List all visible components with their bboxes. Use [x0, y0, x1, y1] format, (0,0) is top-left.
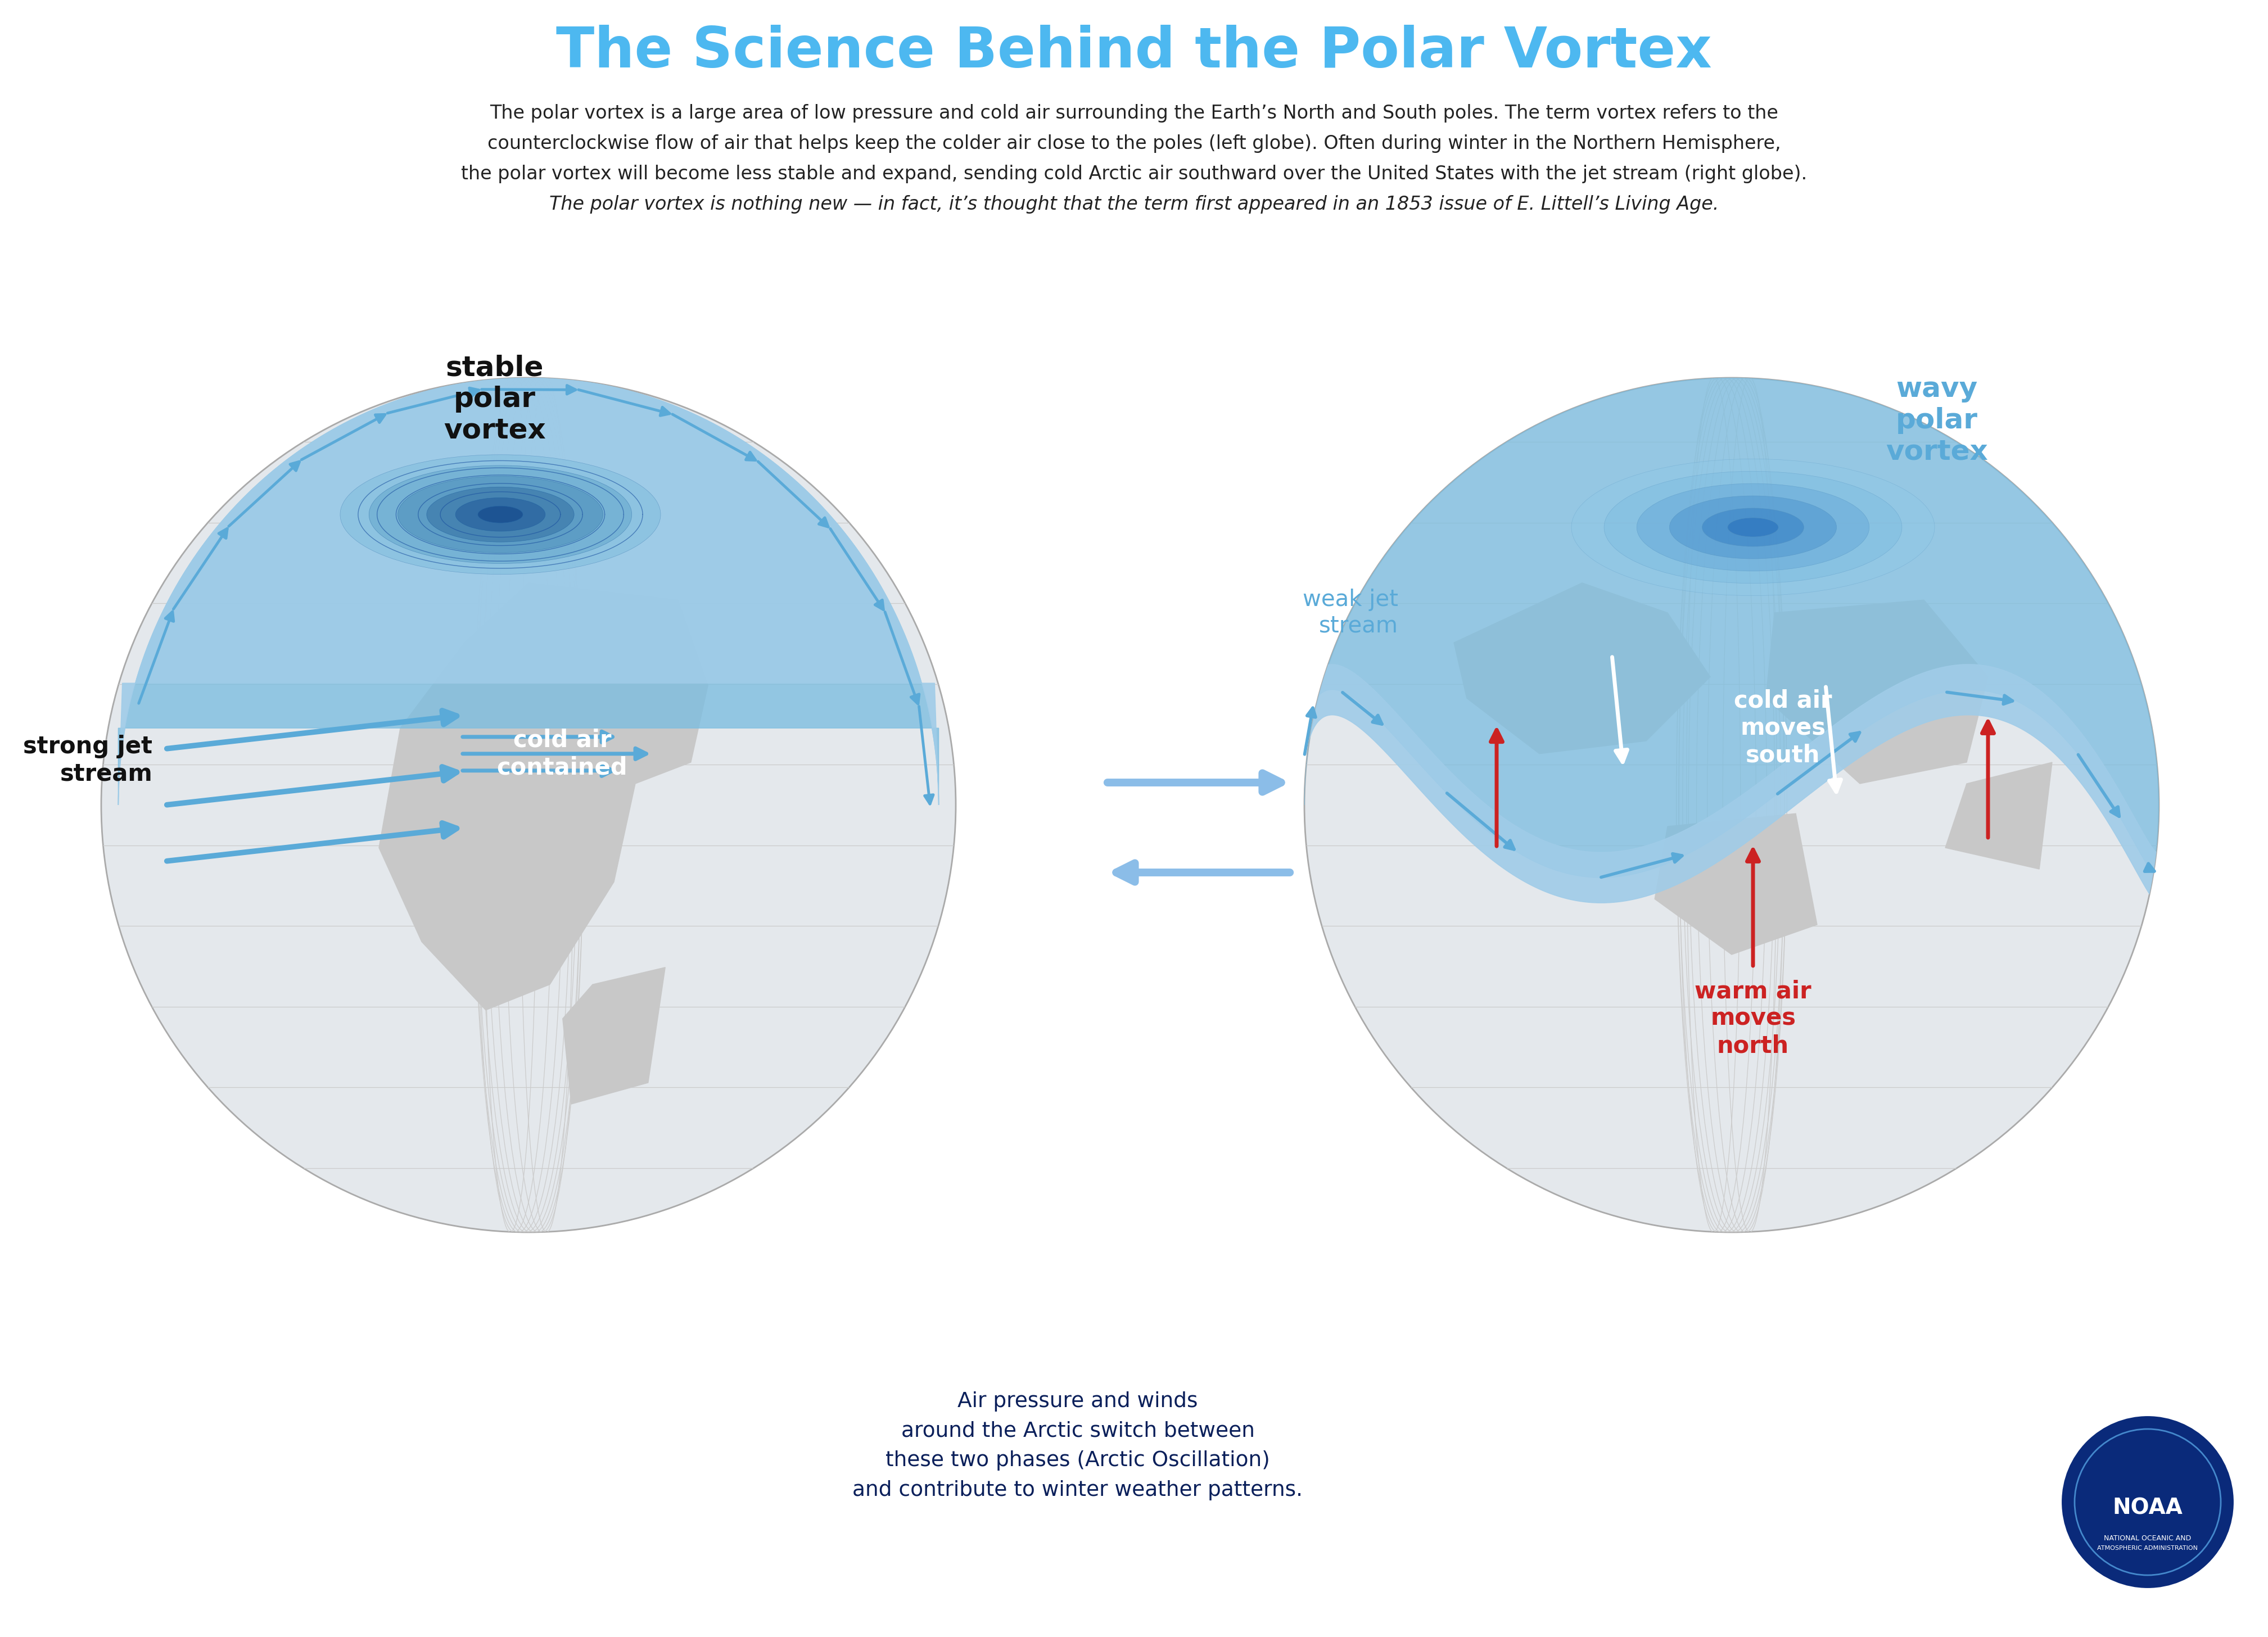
Ellipse shape	[1728, 517, 1778, 537]
Ellipse shape	[426, 486, 574, 542]
Ellipse shape	[1637, 483, 1869, 571]
Ellipse shape	[397, 476, 603, 553]
Polygon shape	[1656, 814, 1817, 954]
Text: NATIONAL OCEANIC AND: NATIONAL OCEANIC AND	[2105, 1536, 2191, 1542]
Polygon shape	[562, 967, 665, 1103]
Polygon shape	[118, 378, 939, 805]
Ellipse shape	[102, 378, 955, 1233]
Text: stable
polar
vortex: stable polar vortex	[445, 354, 547, 444]
Ellipse shape	[456, 498, 544, 532]
Text: strong jet
stream: strong jet stream	[23, 735, 152, 786]
Circle shape	[2062, 1414, 2234, 1590]
Text: ATMOSPHERIC ADMINISTRATION: ATMOSPHERIC ADMINISTRATION	[2098, 1545, 2198, 1550]
Text: Air pressure and winds
around the Arctic switch between
these two phases (Arctic: Air pressure and winds around the Arctic…	[853, 1391, 1302, 1501]
Polygon shape	[1767, 599, 1989, 784]
Text: counterclockwise flow of air that helps keep the colder air close to the poles (: counterclockwise flow of air that helps …	[488, 134, 1780, 154]
Text: wavy
polar
vortex: wavy polar vortex	[1885, 377, 1987, 465]
Text: The polar vortex is nothing new — in fact, it’s thought that the term first appe: The polar vortex is nothing new — in fac…	[549, 195, 1719, 214]
Ellipse shape	[1304, 378, 2159, 1233]
Polygon shape	[1454, 583, 1710, 753]
Ellipse shape	[1603, 471, 1903, 583]
Polygon shape	[1304, 378, 2159, 877]
Text: warm air
moves
north: warm air moves north	[1694, 979, 1812, 1058]
Ellipse shape	[1703, 507, 1803, 547]
Text: cold air
moves
south: cold air moves south	[1733, 689, 1833, 768]
Ellipse shape	[370, 465, 633, 563]
Polygon shape	[379, 583, 708, 1010]
Ellipse shape	[479, 506, 524, 522]
Polygon shape	[118, 378, 939, 805]
Text: cold air
contained: cold air contained	[497, 728, 628, 779]
Text: NOAA: NOAA	[2112, 1496, 2182, 1519]
Ellipse shape	[1572, 458, 1935, 596]
Text: The polar vortex is a large area of low pressure and cold air surrounding the Ea: The polar vortex is a large area of low …	[490, 105, 1778, 123]
Text: the polar vortex will become less stable and expand, sending cold Arctic air sou: the polar vortex will become less stable…	[460, 165, 1808, 183]
Text: weak jet
stream: weak jet stream	[1302, 589, 1399, 637]
Text: The Science Behind the Polar Vortex: The Science Behind the Polar Vortex	[556, 25, 1712, 79]
Polygon shape	[1304, 665, 2159, 904]
Ellipse shape	[340, 455, 660, 575]
Polygon shape	[1946, 763, 2053, 869]
Ellipse shape	[1669, 496, 1837, 558]
